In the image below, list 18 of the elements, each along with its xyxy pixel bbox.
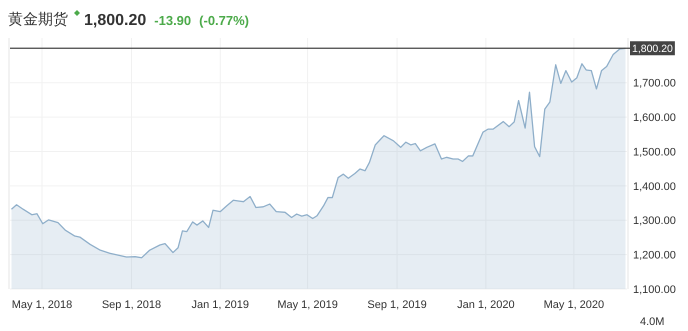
y-tick-label: 1,500.00 bbox=[633, 146, 676, 158]
chart-title: 黄金期货 bbox=[8, 11, 68, 28]
x-tick-label: May 1, 2020 bbox=[544, 299, 604, 311]
ref-line-label: 1,800.20 bbox=[632, 43, 674, 56]
x-tick-label: May 1, 2018 bbox=[12, 299, 72, 311]
y-tick-label: 1,600.00 bbox=[633, 112, 676, 124]
y-tick-label: 1,200.00 bbox=[633, 250, 676, 262]
y-tick-label: 1,400.00 bbox=[633, 180, 676, 193]
y-tick-label: 1,700.00 bbox=[633, 78, 676, 90]
x-tick-label: Sep 1, 2019 bbox=[367, 299, 427, 311]
y-tick-label: 1,100.00 bbox=[633, 284, 676, 296]
x-tick-label: Sep 1, 2018 bbox=[102, 299, 162, 311]
x-tick-label: Jan 1, 2019 bbox=[192, 299, 250, 311]
x-tick-label: May 1, 2019 bbox=[277, 299, 338, 311]
header: 黄金期货 1,800.20 -13.90 (-0.77%) bbox=[8, 10, 250, 29]
y-tick-label: 1,300.00 bbox=[633, 215, 676, 228]
x-tick-label: Jan 1, 2020 bbox=[457, 299, 515, 311]
text: 4.0M bbox=[640, 316, 664, 328]
